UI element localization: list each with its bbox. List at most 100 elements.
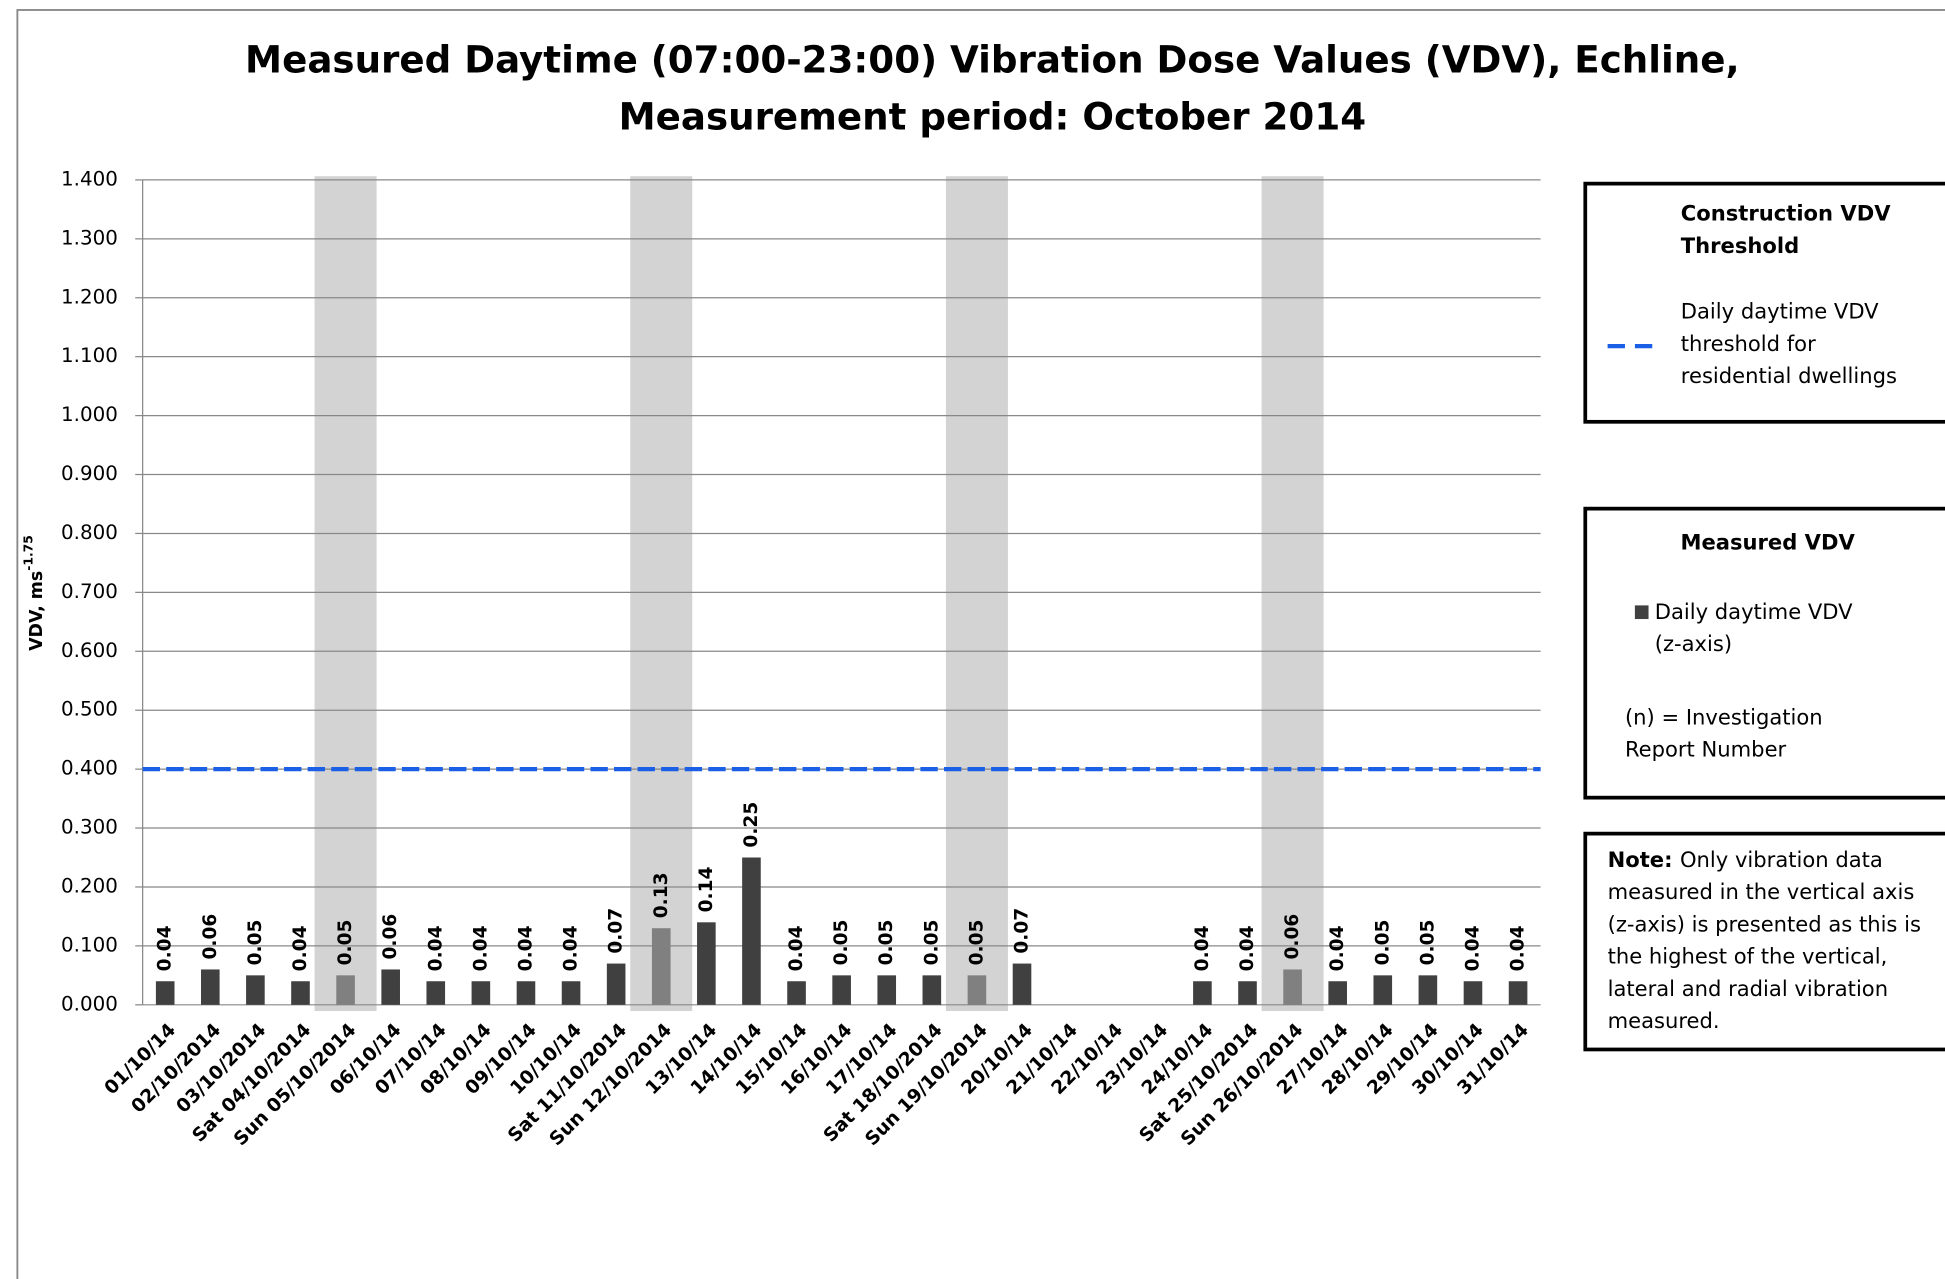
bar <box>877 975 897 1005</box>
data-label: 0.05 <box>335 920 356 966</box>
data-label: 0.04 <box>515 925 536 971</box>
legend-label: (z-axis) <box>1655 631 1732 656</box>
legend-label: Daily daytime VDV <box>1655 599 1853 624</box>
y-axis-label: VDV, ms-1.75 <box>20 535 47 651</box>
bar <box>651 928 671 1005</box>
bar <box>787 981 806 1005</box>
y-tick-label: 0.100 <box>61 933 118 956</box>
legend-title: Threshold <box>1681 233 1799 258</box>
data-label: 0.06 <box>380 914 401 960</box>
y-axis-label-sup: -1.75 <box>20 535 35 571</box>
note-text: Note: Only vibration data <box>1608 847 1883 872</box>
y-tick-label: 1.000 <box>61 403 118 426</box>
data-label: 0.06 <box>1282 914 1303 960</box>
bar <box>336 975 355 1005</box>
data-label: 0.07 <box>1012 908 1033 954</box>
legend-label: residential dwellings <box>1681 363 1897 388</box>
note-line: the highest of the vertical, <box>1608 944 1888 969</box>
legend-box <box>1583 506 1945 800</box>
legend-swatch <box>1634 605 1649 620</box>
note-box <box>1583 831 1945 1052</box>
y-tick-label: 0.500 <box>61 698 118 721</box>
data-label: 0.04 <box>470 925 491 971</box>
data-label: 0.13 <box>651 872 672 918</box>
data-label: 0.04 <box>1462 925 1483 971</box>
y-axis-label-text: VDV, ms <box>27 571 47 651</box>
bar <box>200 969 220 1005</box>
bar <box>516 981 536 1005</box>
y-tick-label: 0.700 <box>61 580 118 603</box>
bar <box>246 975 265 1005</box>
note-label: Note: <box>1608 847 1673 872</box>
bar <box>1012 963 1032 1005</box>
data-label: 0.04 <box>155 925 176 971</box>
data-label: 0.05 <box>831 920 852 966</box>
weekend-band <box>630 176 693 1012</box>
data-label: 0.04 <box>1237 925 1258 971</box>
data-label: 0.04 <box>1192 925 1213 971</box>
bar <box>967 975 987 1005</box>
data-label: 0.04 <box>1508 925 1529 971</box>
data-label: 0.14 <box>696 866 717 912</box>
y-tick-label: 1.300 <box>61 226 118 249</box>
y-tick-label: 0.600 <box>61 639 118 662</box>
y-tick-label: 0.400 <box>61 757 118 780</box>
y-tick-label: 0.200 <box>61 874 118 897</box>
data-label: 0.07 <box>606 908 627 954</box>
legend-box <box>1583 181 1945 424</box>
bar <box>155 981 175 1005</box>
note-line: measured in the vertical axis <box>1608 879 1915 904</box>
y-tick-label: 1.200 <box>61 285 118 308</box>
y-tick-label: 0.800 <box>61 521 118 544</box>
data-label: 0.04 <box>1327 925 1348 971</box>
data-label: 0.05 <box>1372 920 1393 966</box>
bar <box>1328 981 1347 1005</box>
note-line: (z-axis) is presented as this is <box>1608 911 1921 936</box>
legend-label: threshold for <box>1681 331 1816 356</box>
bar <box>426 981 446 1005</box>
data-label: 0.05 <box>1417 920 1438 966</box>
chart-title: Measurement period: October 2014 <box>619 95 1367 139</box>
bar <box>922 975 942 1005</box>
chart-title: Measured Daytime (07:00-23:00) Vibration… <box>245 38 1740 82</box>
weekend-band <box>1261 176 1324 1012</box>
bar <box>1193 981 1212 1005</box>
note-line: Only vibration data <box>1680 847 1883 872</box>
note-line: lateral and radial vibration <box>1608 976 1888 1001</box>
note-line: measured. <box>1608 1008 1720 1033</box>
bar <box>1418 975 1438 1005</box>
bar <box>697 922 716 1005</box>
legend-note: (n) = Investigation <box>1625 704 1823 729</box>
y-tick-label: 0.900 <box>61 462 118 485</box>
bar <box>471 981 491 1005</box>
data-label: 0.04 <box>561 925 582 971</box>
bar <box>606 963 626 1005</box>
y-tick-label: 0.000 <box>61 992 118 1015</box>
legend-label: Daily daytime VDV <box>1681 299 1879 324</box>
y-tick-label: 1.400 <box>61 167 118 190</box>
bar <box>1238 981 1257 1005</box>
bar <box>1373 975 1393 1005</box>
bar <box>561 981 581 1005</box>
bar <box>1463 981 1483 1005</box>
bar <box>1508 981 1528 1005</box>
bar <box>381 969 400 1005</box>
data-label: 0.04 <box>425 925 446 971</box>
data-label: 0.25 <box>741 802 762 848</box>
bar <box>1283 969 1302 1005</box>
data-label: 0.05 <box>245 920 266 966</box>
data-label: 0.04 <box>290 925 311 971</box>
data-label: 0.06 <box>200 914 221 960</box>
weekend-band <box>945 176 1008 1012</box>
legend-title: Measured VDV <box>1680 529 1855 554</box>
legend-note: Report Number <box>1625 737 1787 762</box>
bar <box>291 981 310 1005</box>
data-label: 0.05 <box>921 920 942 966</box>
legend-title: Construction VDV <box>1681 201 1891 226</box>
bar <box>742 857 761 1005</box>
weekend-band <box>314 176 377 1012</box>
bar <box>832 975 851 1005</box>
data-label: 0.05 <box>876 920 897 966</box>
y-tick-label: 0.300 <box>61 816 118 839</box>
